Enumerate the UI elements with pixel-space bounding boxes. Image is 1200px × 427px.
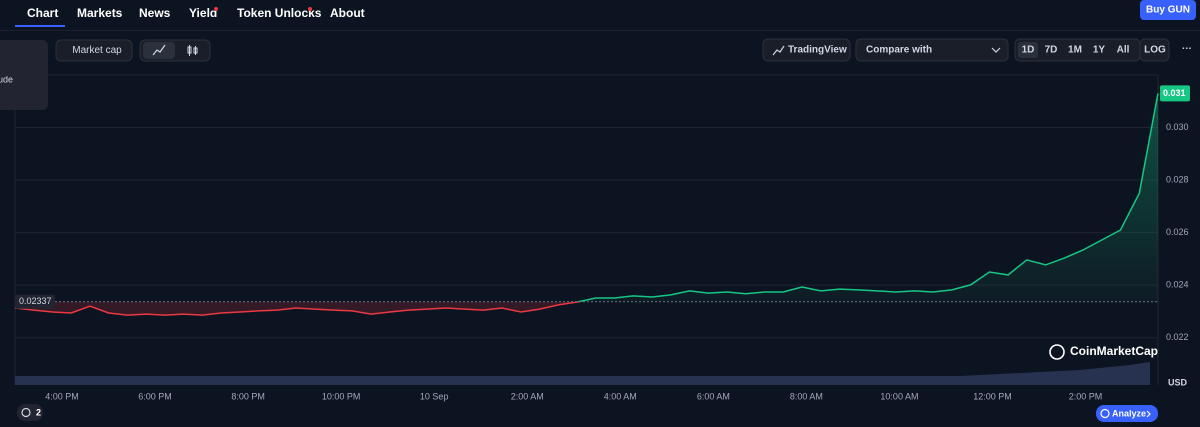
x-tick-label: 12:00 PM	[973, 391, 1012, 401]
x-tick-label: 4:00 AM	[604, 391, 637, 401]
range-button[interactable]: 7D	[1045, 45, 1058, 56]
x-tick-label: 2:00 AM	[511, 391, 544, 401]
dropdown-caret	[991, 47, 1001, 53]
candle-icon[interactable]	[187, 45, 198, 56]
line-icon	[152, 44, 166, 56]
baseline-label-bg	[15, 294, 55, 309]
range-button[interactable]: All	[1117, 45, 1130, 56]
nav-tab[interactable]: Yield	[189, 6, 217, 20]
buy-button-label[interactable]: Buy GUN	[1146, 5, 1190, 16]
y-tick-label: 0.022	[1166, 332, 1189, 342]
unlocks-dot	[308, 7, 312, 11]
line-style-button[interactable]	[143, 42, 175, 59]
x-tick-label: 2:00 PM	[1069, 391, 1103, 401]
x-tick-label: 6:00 PM	[138, 391, 172, 401]
compare-label[interactable]: Compare with	[866, 45, 932, 56]
area-up	[15, 93, 1158, 302]
range-button[interactable]: 1M	[1068, 45, 1082, 56]
analyze-icon	[1100, 408, 1110, 419]
yield-dot	[214, 7, 218, 11]
compare-dropdown[interactable]	[855, 38, 1009, 62]
nav-tab[interactable]: Chart	[27, 6, 58, 20]
area-down	[15, 301, 579, 316]
x-tick-label: 8:00 AM	[790, 391, 823, 401]
nav-tab[interactable]: Token Unlocks	[237, 6, 322, 20]
range-button[interactable]: 1D	[1022, 45, 1035, 56]
more-button[interactable]: ···	[1182, 44, 1192, 55]
current-price-tag	[1160, 85, 1190, 102]
nav-tab[interactable]: About	[330, 6, 365, 20]
range-button[interactable]: 1Y	[1093, 45, 1106, 56]
popup	[0, 40, 48, 110]
popup-text: ude	[0, 74, 13, 84]
baseline-label: 0.02337	[19, 296, 52, 306]
volume-band	[15, 362, 1150, 385]
tradingview-button[interactable]	[762, 38, 851, 62]
log-label[interactable]: LOG	[1144, 45, 1166, 56]
history-icon	[21, 407, 31, 418]
price-chart: 0.022 0.024 0.026 0.028 0.030 4:00 PM 6:00 PM 8…	[14, 74, 1190, 401]
watermark: CoinMarketCap	[1070, 344, 1158, 358]
tradingview-icon	[772, 45, 785, 56]
x-tick-label: 10:00 AM	[880, 391, 918, 401]
price-line-down	[14, 301, 583, 316]
x-tick-label: 8:00 PM	[231, 391, 265, 401]
analyze-chevron	[1146, 410, 1151, 418]
nav-tab[interactable]: News	[139, 6, 171, 20]
y-tick-label: 0.024	[1166, 280, 1189, 290]
buy-button[interactable]	[1140, 0, 1196, 20]
x-tick-label: 10 Sep	[420, 391, 449, 401]
range-buttons: 1D 7D 1M 1Y All	[1022, 45, 1130, 56]
x-tick-label: 10:00 PM	[322, 391, 361, 401]
nav-divider	[0, 30, 1200, 31]
nav-bar: Chart Markets News Yield Token Unlocks About	[27, 6, 365, 20]
nav-tab[interactable]: Markets	[77, 6, 123, 20]
log-button[interactable]	[1139, 38, 1170, 62]
active-range-bg	[1018, 42, 1038, 58]
y-tick-label: 0.026	[1166, 227, 1189, 237]
watermark-logo	[1049, 344, 1065, 360]
analyze-button[interactable]	[1096, 405, 1158, 422]
x-tick-label: 4:00 PM	[45, 391, 79, 401]
active-tab-underline	[15, 25, 65, 27]
history-count[interactable]: 2	[36, 407, 41, 417]
market-cap-button[interactable]	[55, 39, 133, 62]
y-tick-label: 0.028	[1166, 174, 1189, 184]
currency-label: USD	[1168, 377, 1188, 387]
x-tick-label: 6:00 AM	[697, 391, 730, 401]
tradingview-label[interactable]: TradingView	[788, 45, 847, 56]
price-line-up	[574, 93, 1159, 302]
current-price-label: 0.031	[1163, 88, 1186, 98]
y-tick-label: 0.030	[1166, 122, 1189, 132]
market-cap-label[interactable]: Market cap	[72, 45, 122, 56]
analyze-label[interactable]: Analyze	[1112, 408, 1146, 418]
